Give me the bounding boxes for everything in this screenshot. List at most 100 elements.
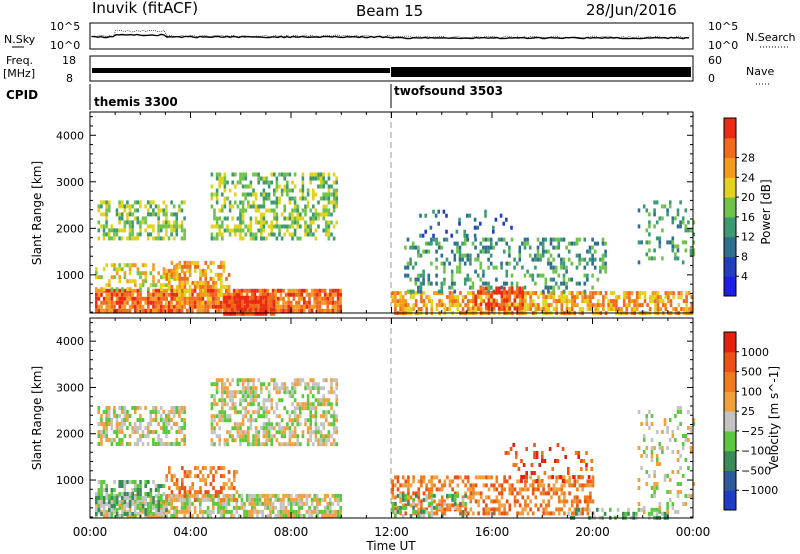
- data-cell: [552, 257, 555, 262]
- data-cell: [121, 304, 124, 309]
- data-cell: [430, 299, 434, 304]
- data-cell: [272, 303, 276, 308]
- data-cell: [162, 220, 166, 225]
- data-cell: [273, 410, 276, 415]
- data-cell: [489, 253, 493, 258]
- data-cell: [394, 509, 397, 514]
- data-cell: [128, 480, 132, 484]
- data-cell: [264, 292, 267, 297]
- data-cell: [466, 479, 470, 484]
- data-cell: [681, 474, 685, 478]
- data-cell: [265, 196, 268, 201]
- data-cell: [489, 285, 493, 290]
- data-cell: [401, 307, 405, 312]
- data-cell: [257, 394, 260, 399]
- data-cell: [234, 406, 237, 411]
- data-cell: [188, 308, 192, 313]
- data-cell: [542, 303, 545, 308]
- data-cell: [146, 236, 150, 241]
- data-cell: [327, 200, 331, 205]
- data-cell: [136, 220, 140, 225]
- data-cell: [676, 248, 680, 253]
- data-cell: [194, 260, 197, 265]
- data-cell: [170, 474, 174, 479]
- data-cell: [645, 418, 649, 422]
- data-cell: [191, 482, 194, 487]
- data-cell: [492, 245, 496, 250]
- data-cell: [139, 304, 142, 309]
- data-cell: [181, 482, 184, 487]
- data-cell: [266, 501, 270, 506]
- data-cell: [102, 267, 106, 272]
- data-cell: [500, 483, 504, 488]
- colorbar-swatch: [724, 430, 736, 452]
- data-cell: [495, 475, 499, 480]
- data-cell: [291, 224, 294, 229]
- data-cell: [417, 285, 420, 290]
- data-cell: [260, 176, 263, 181]
- data-cell: [422, 291, 426, 296]
- data-cell: [157, 434, 160, 438]
- data-cell: [443, 269, 446, 274]
- data-cell: [243, 509, 246, 514]
- data-cell: [323, 296, 327, 301]
- data-cell: [643, 291, 647, 296]
- data-cell: [131, 304, 134, 309]
- data-cell: [508, 503, 512, 508]
- data-cell: [578, 483, 582, 488]
- data-cell: [327, 184, 331, 189]
- data-cell: [100, 300, 103, 305]
- data-cell: [411, 245, 415, 250]
- data-cell: [312, 430, 315, 435]
- data-cell: [586, 277, 589, 282]
- data-cell: [443, 261, 446, 266]
- data-cell: [157, 212, 160, 217]
- data-cell: [199, 505, 202, 510]
- data-cell: [394, 513, 397, 518]
- data-cell: [273, 172, 276, 177]
- data-cell: [518, 249, 522, 254]
- data-cell: [510, 302, 514, 307]
- data-cell: [152, 406, 155, 410]
- data-cell: [476, 257, 480, 262]
- data-cell: [425, 295, 428, 300]
- data-cell: [126, 426, 129, 430]
- data-cell: [247, 204, 250, 209]
- data-cell: [676, 256, 680, 261]
- data-cell: [555, 307, 558, 312]
- data-cell: [456, 483, 460, 488]
- data-cell: [440, 487, 444, 492]
- data-cell: [430, 493, 434, 498]
- data-cell: [339, 505, 342, 510]
- data-cell: [544, 307, 548, 312]
- data-cell: [316, 505, 319, 510]
- data-cell: [474, 294, 478, 299]
- data-cell: [258, 497, 262, 502]
- data-cell: [139, 292, 142, 297]
- data-cell: [529, 483, 532, 488]
- data-cell: [523, 237, 527, 242]
- data-cell: [134, 288, 137, 293]
- data-cell: [502, 281, 506, 286]
- data-cell: [244, 406, 247, 411]
- data-cell: [173, 513, 176, 518]
- data-cell: [531, 491, 535, 496]
- data-cell: [583, 483, 587, 488]
- data-cell: [266, 288, 270, 293]
- data-cell: [228, 430, 232, 435]
- data-cell: [292, 308, 296, 313]
- data-cell: [126, 287, 129, 292]
- data-cell: [312, 414, 315, 419]
- data-cell: [95, 496, 98, 500]
- data-cell: [290, 493, 293, 498]
- data-cell: [474, 245, 477, 250]
- data-cell: [278, 422, 281, 427]
- data-cell: [199, 296, 202, 301]
- data-cell: [622, 511, 625, 516]
- data-cell: [567, 241, 571, 246]
- data-cell: [126, 212, 129, 217]
- data-cell: [295, 308, 298, 313]
- data-cell: [640, 454, 643, 458]
- data-cell: [291, 402, 294, 407]
- data-cell: [265, 422, 268, 427]
